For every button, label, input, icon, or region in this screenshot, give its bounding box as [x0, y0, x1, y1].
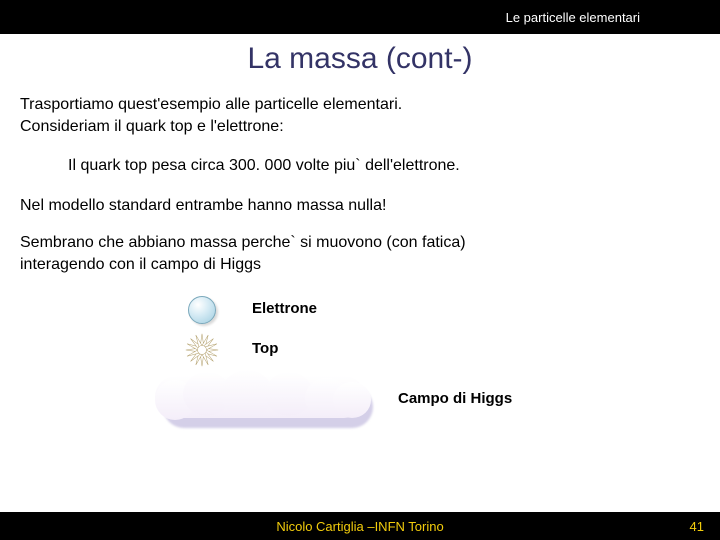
footer-text: Nicolo Cartiglia –INFN Torino [276, 519, 443, 534]
paragraph-3: Nel modello standard entrambe hanno mass… [20, 195, 700, 217]
title-area: La massa (cont-) [0, 34, 720, 94]
legend-label-electron: Elettrone [252, 299, 317, 319]
footer-page-number: 41 [690, 519, 704, 534]
header-bar: Le particelle elementari [0, 0, 720, 34]
p1-line2: Consideriam il quark top e l'elettrone: [20, 118, 284, 135]
slide-title: La massa (cont-) [0, 42, 720, 76]
p4-line2: interagendo con il campo di Higgs [20, 256, 261, 273]
content: Trasportiamo quest'esempio alle particel… [0, 94, 720, 424]
top-icon [170, 332, 234, 368]
legend-row-top: Top [170, 332, 700, 368]
higgs-icon [150, 376, 380, 424]
legend-row-higgs: Campo di Higgs [150, 376, 700, 424]
p4-line1: Sembrano che abbiano massa perche` si mu… [20, 234, 466, 251]
p1-line1: Trasportiamo quest'esempio alle particel… [20, 96, 402, 113]
paragraph-4: Sembrano che abbiano massa perche` si mu… [20, 232, 700, 275]
electron-icon [170, 296, 234, 324]
paragraph-1: Trasportiamo quest'esempio alle particel… [20, 94, 700, 137]
paragraph-2: Il quark top pesa circa 300. 000 volte p… [68, 155, 700, 177]
legend: Elettrone [170, 296, 700, 424]
legend-label-top: Top [252, 339, 278, 359]
header-text: Le particelle elementari [506, 10, 640, 25]
legend-row-electron: Elettrone [170, 296, 700, 324]
legend-label-higgs: Campo di Higgs [398, 389, 512, 409]
footer-bar: Nicolo Cartiglia –INFN Torino 41 [0, 512, 720, 540]
